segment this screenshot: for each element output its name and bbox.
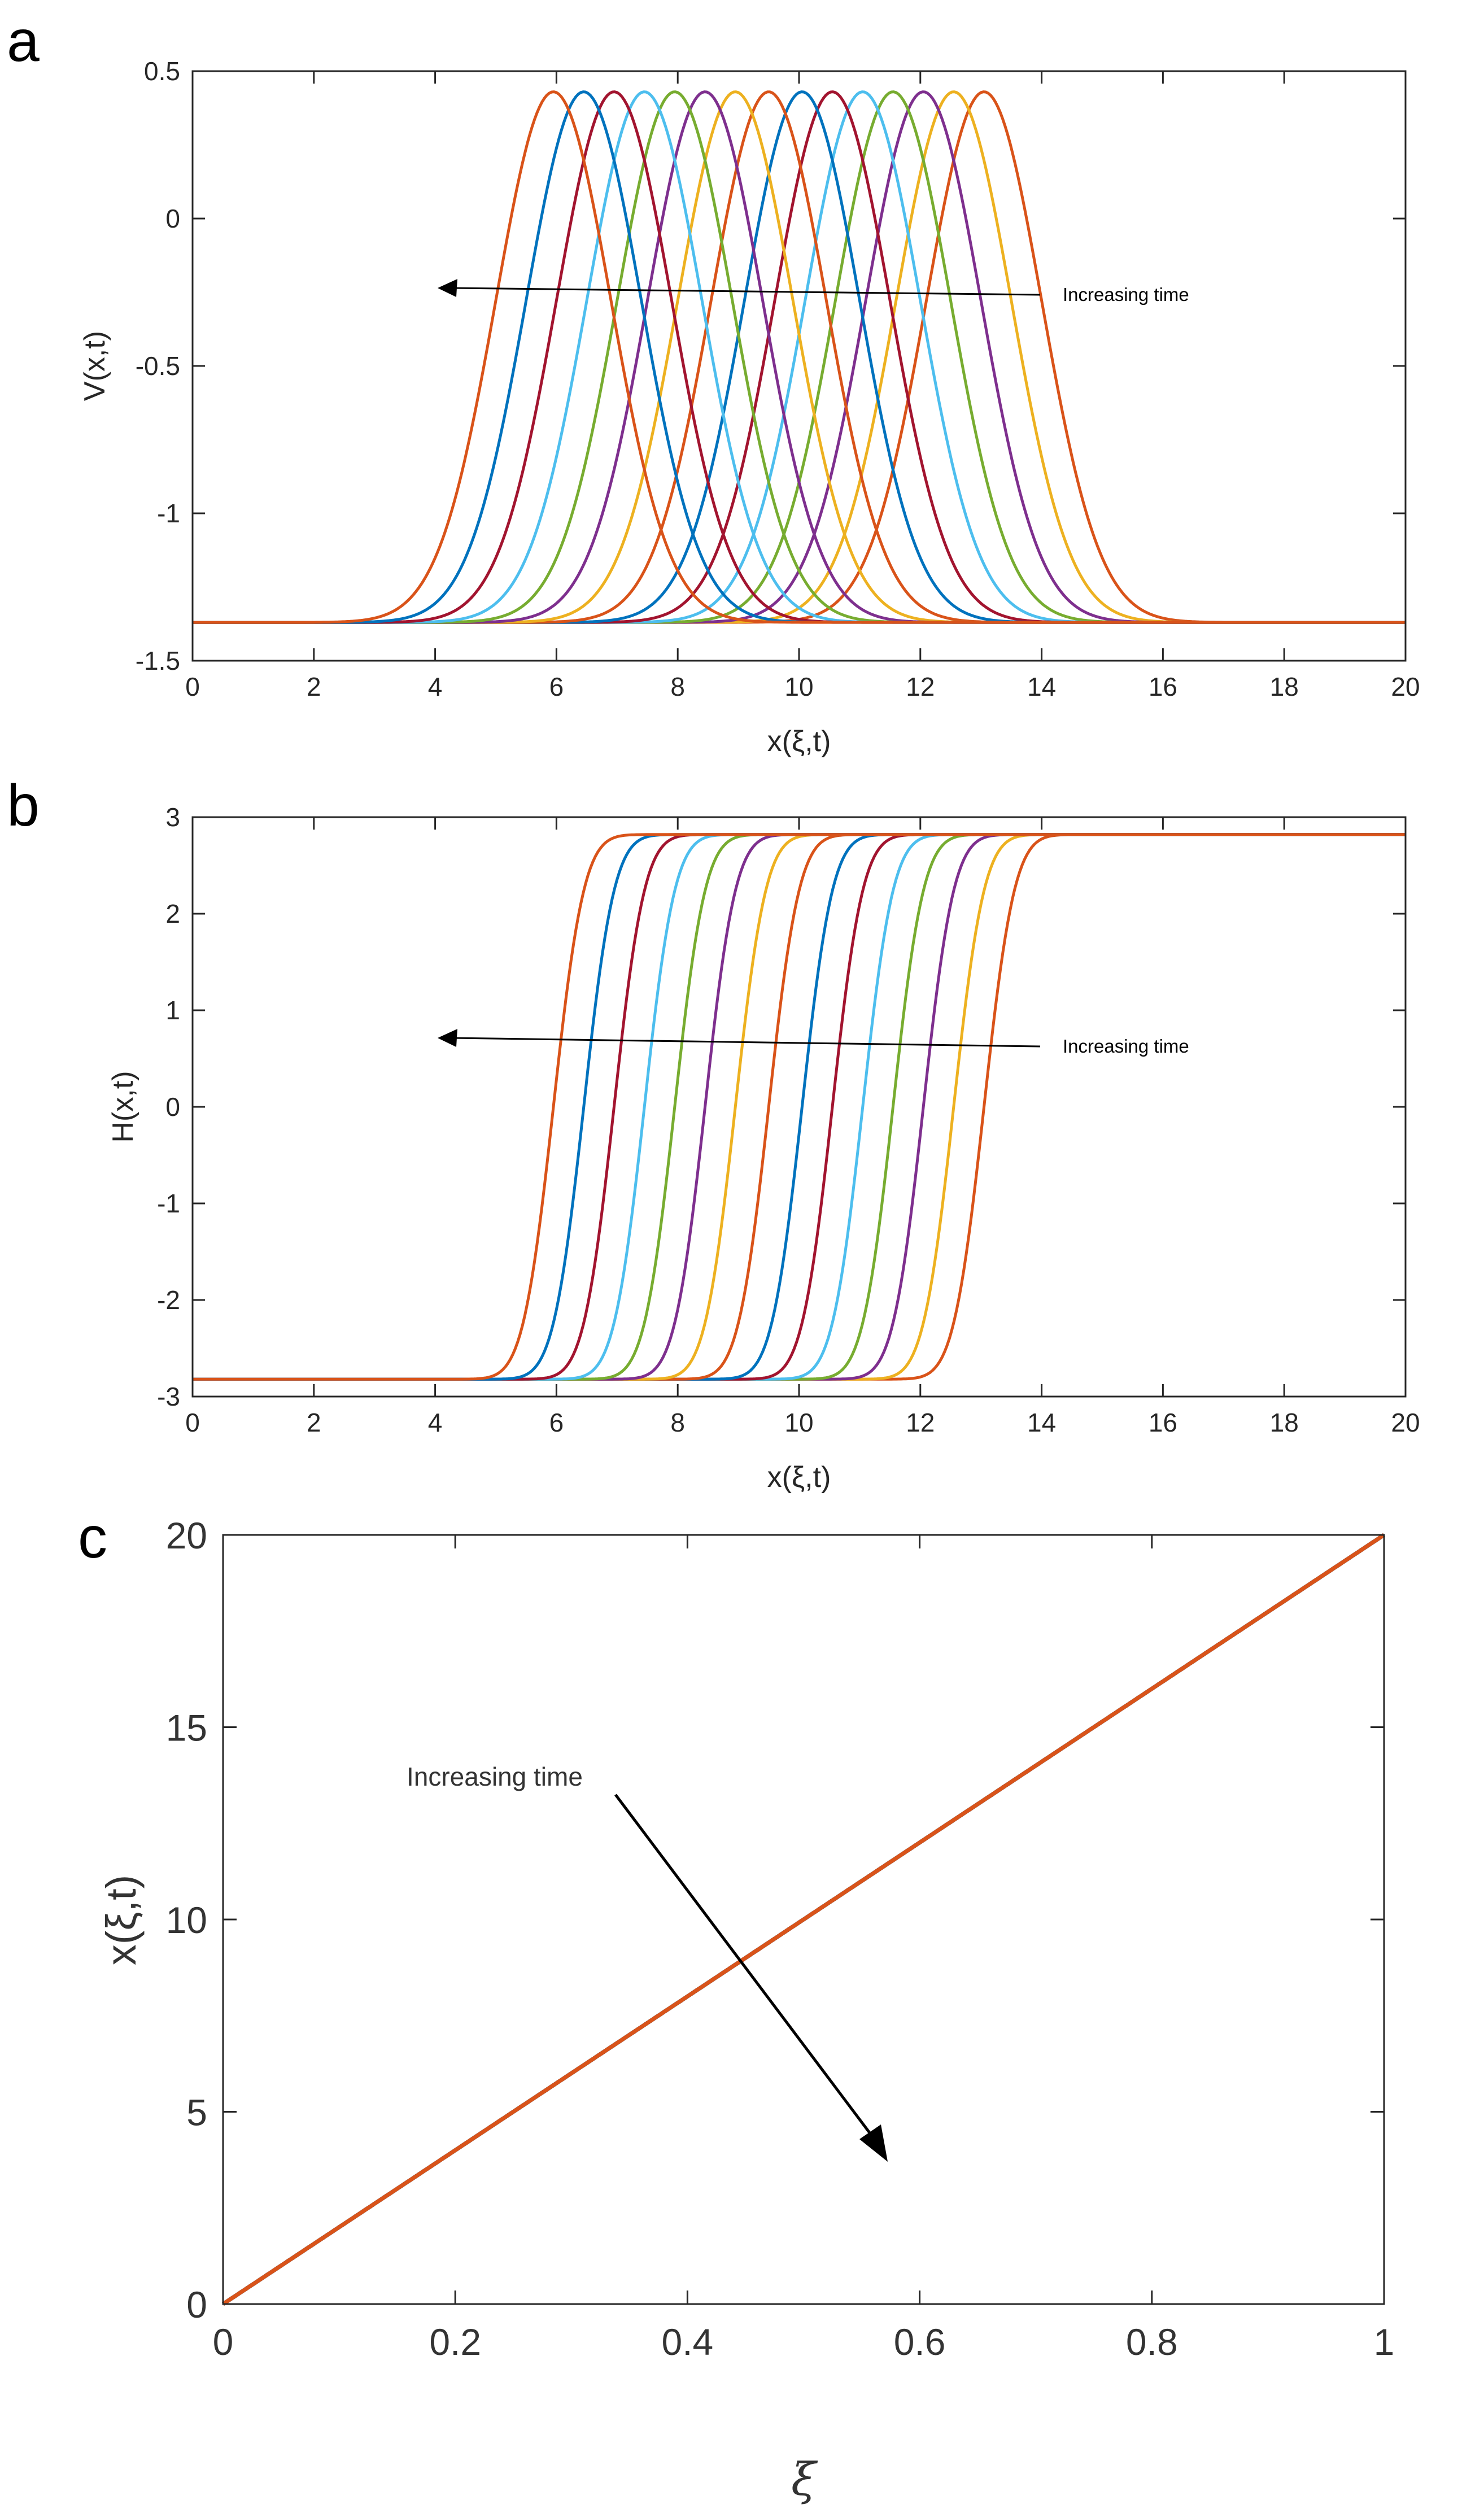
x-tick-label: 0 [185, 1408, 200, 1437]
annotation-text-a: Increasing time [1063, 284, 1189, 305]
y-tick-label: 20 [166, 1515, 207, 1556]
x-tick-label: 10 [784, 1408, 813, 1437]
x-tick-label: 0.8 [1126, 2321, 1178, 2363]
annotation-arrow-line-b [451, 1037, 1041, 1048]
x-tick-label: 18 [1270, 672, 1299, 701]
ticks-a: 0 2 4 6 8 10 12 14 16 18 20 -1.5 -1 -0.5 0 0.5 [136, 56, 1420, 701]
plot-area-a [193, 90, 1406, 624]
annotation-arrowhead-c [859, 2124, 888, 2162]
y-tick-label: 0.5 [144, 56, 180, 86]
x-tick-label: 4 [428, 672, 443, 701]
x-tick-label: 0 [213, 2321, 234, 2363]
x-tick-label: 14 [1027, 1408, 1056, 1437]
annotation-c: Increasing time [407, 1762, 888, 2162]
x-tick-label: 16 [1149, 672, 1177, 701]
x-tick-label: 14 [1027, 672, 1056, 701]
x-tick-label: 12 [906, 1408, 935, 1437]
y-tick-label: 15 [166, 1707, 207, 1749]
x-tick-label: 8 [670, 1408, 685, 1437]
y-tick-label: 1 [165, 996, 180, 1025]
x-tick-label: 0.4 [662, 2321, 714, 2363]
y-tick-label: -3 [157, 1382, 180, 1411]
series-line-a-15 [193, 90, 1406, 624]
x-axis-label-b: x(ξ,t) [767, 1461, 831, 1494]
x-tick-label: 1 [1374, 2321, 1395, 2363]
x-tick-label: 20 [1391, 1408, 1420, 1437]
y-tick-label: -0.5 [136, 351, 180, 381]
plot-area-c [222, 1533, 1385, 2306]
x-tick-label: 10 [784, 672, 813, 701]
y-axis-label-b: H(x,t) [107, 1071, 139, 1142]
y-tick-label: -1.5 [136, 646, 180, 675]
annotation-arrowhead-b [438, 1029, 457, 1047]
y-tick-label: -1 [157, 499, 180, 528]
annotation-arrow-line-c [614, 1794, 876, 2141]
x-axis-label-a: x(ξ,t) [767, 725, 831, 758]
y-tick-label: 3 [165, 802, 180, 832]
y-tick-label: -2 [157, 1285, 180, 1315]
plot-area-b [193, 833, 1406, 1381]
panel-label-b: b [7, 773, 40, 839]
annotation-b: Increasing time [438, 1029, 1189, 1057]
x-axis-label-c: ξ [791, 2453, 818, 2506]
panel-label-a: a [7, 8, 40, 74]
y-axis-label-a: V(x,t) [78, 331, 111, 401]
series-line-c-15 [222, 1533, 1385, 2306]
y-tick-label: 0 [165, 1092, 180, 1122]
annotation-arrowhead-a [438, 279, 457, 297]
x-tick-label: 2 [307, 672, 321, 701]
x-tick-label: 16 [1149, 1408, 1177, 1437]
annotation-a: Increasing time [438, 279, 1189, 305]
x-tick-label: 0.6 [894, 2321, 946, 2363]
x-tick-label: 4 [428, 1408, 443, 1437]
panel-label-c: c [78, 1505, 107, 1570]
y-tick-label: 2 [165, 899, 180, 928]
x-tick-label: 0.2 [429, 2321, 481, 2363]
x-tick-label: 20 [1391, 672, 1420, 701]
y-tick-label: -1 [157, 1189, 180, 1218]
y-axis-label-c: x(ξ,t) [98, 1875, 145, 1966]
annotation-arrow-line-a [451, 287, 1041, 296]
series-line-b-15 [193, 833, 1406, 1381]
x-tick-label: 6 [549, 1408, 564, 1437]
x-tick-label: 12 [906, 672, 935, 701]
y-tick-label: 10 [166, 1899, 207, 1941]
y-tick-label: 0 [165, 204, 180, 233]
x-tick-label: 8 [670, 672, 685, 701]
x-tick-label: 18 [1270, 1408, 1299, 1437]
annotation-text-c: Increasing time [407, 1762, 583, 1791]
x-tick-label: 2 [307, 1408, 321, 1437]
panel-a: a 0 2 4 6 8 10 12 14 16 18 20 -1.5 -1 -0.5 0 0.5 Increa… [7, 8, 1420, 758]
y-tick-label: 0 [186, 2284, 207, 2326]
y-tick-label: 5 [186, 2092, 207, 2134]
x-tick-label: 6 [549, 672, 564, 701]
x-tick-label: 0 [185, 672, 200, 701]
annotation-text-b: Increasing time [1063, 1036, 1189, 1057]
